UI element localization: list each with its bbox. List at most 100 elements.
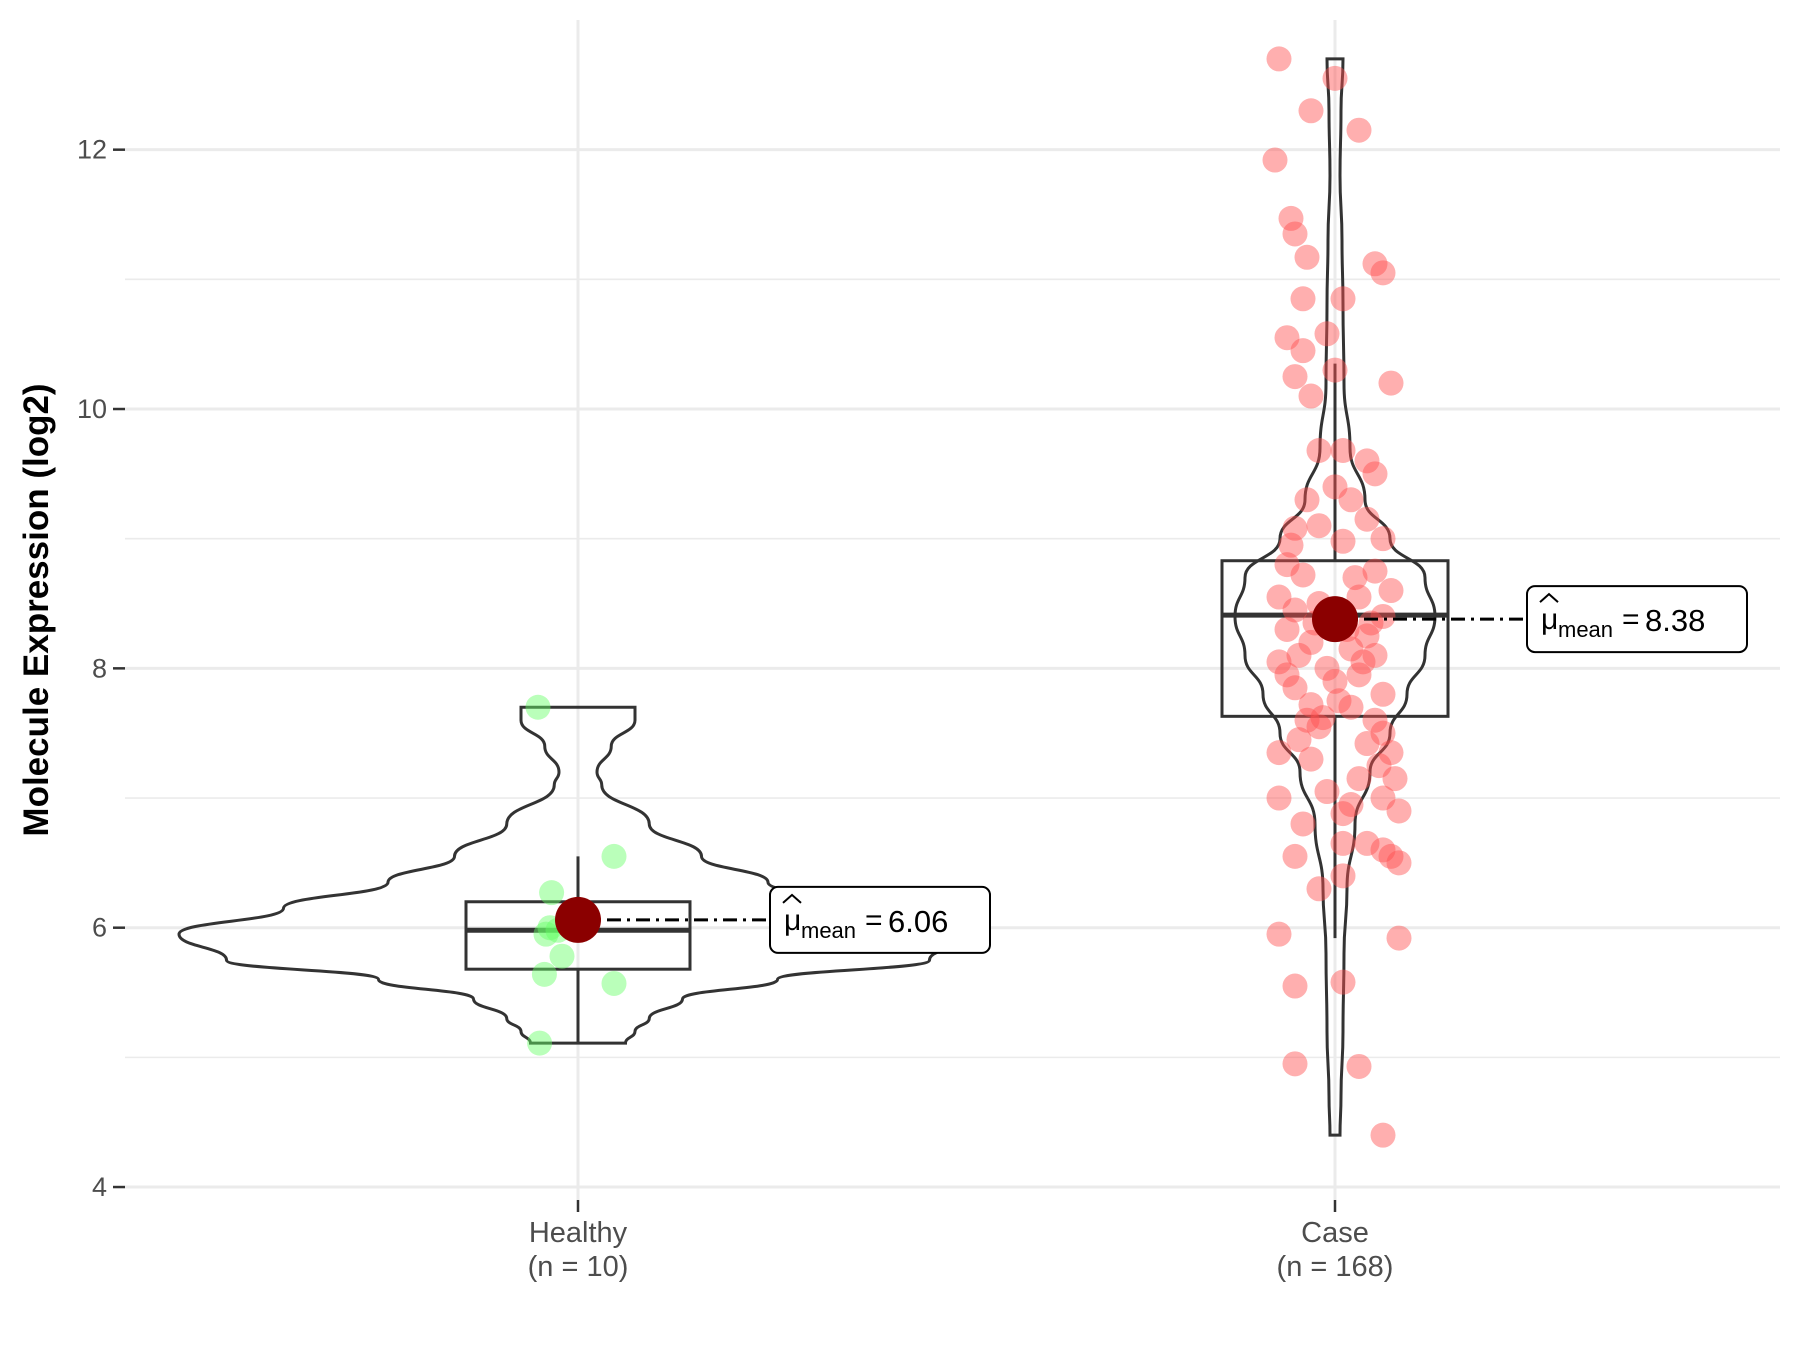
mean-point (555, 896, 601, 943)
data-point (1362, 558, 1388, 584)
mean-point (1312, 596, 1358, 643)
data-point (1266, 921, 1292, 947)
y-tick-label: 6 (92, 913, 107, 943)
data-point (1350, 649, 1376, 675)
data-point (1382, 766, 1408, 792)
data-point (1338, 487, 1364, 513)
data-point (549, 943, 575, 969)
data-point (1322, 474, 1348, 500)
mean-subscript: mean (801, 918, 856, 943)
data-point (1306, 438, 1332, 464)
data-point (1354, 623, 1380, 649)
data-point (1282, 675, 1308, 701)
data-point (1282, 597, 1308, 623)
data-point (1282, 843, 1308, 869)
data-point (527, 1030, 553, 1056)
data-point (1346, 1053, 1372, 1079)
data-point (1330, 969, 1356, 995)
data-point (1330, 286, 1356, 312)
y-axis: 4 6 8 10 12 (77, 135, 125, 1202)
x-category-count: (n = 168) (1277, 1251, 1394, 1283)
data-point (1338, 792, 1364, 818)
mean-hat-icon (782, 893, 802, 904)
data-point (1346, 117, 1372, 143)
data-point (1266, 584, 1292, 610)
y-tick-label: 4 (92, 1172, 107, 1202)
data-point (601, 970, 627, 996)
data-point (1354, 448, 1380, 474)
data-point (1278, 205, 1304, 231)
x-category-label: Healthy (529, 1217, 628, 1249)
data-point (1366, 753, 1392, 779)
mean-value: 6.06 (888, 904, 948, 939)
data-point (1370, 1122, 1396, 1148)
data-point (1298, 98, 1324, 124)
data-point (1362, 461, 1388, 487)
data-point (539, 880, 565, 906)
y-axis-title: Molecule Expression (log2) (17, 383, 56, 836)
data-point (1358, 610, 1384, 636)
mean-value: 8.38 (1645, 603, 1705, 638)
data-point (1306, 513, 1332, 539)
data-point (1282, 364, 1308, 390)
data-point (1298, 629, 1324, 655)
data-point (1322, 357, 1348, 383)
data-point (1314, 321, 1340, 347)
x-category-label: Case (1301, 1217, 1369, 1249)
data-point (1338, 694, 1364, 720)
data-point (1314, 779, 1340, 805)
mean-equals: = (1622, 603, 1640, 636)
data-point (1282, 515, 1308, 541)
mean-equals: = (865, 904, 883, 937)
data-point (1354, 731, 1380, 757)
data-point (525, 694, 551, 720)
data-point (1290, 811, 1316, 837)
data-point (1386, 798, 1412, 824)
data-point (1330, 863, 1356, 889)
data-point (1338, 636, 1364, 662)
violin-healthy (177, 705, 979, 1045)
data-point (1282, 221, 1308, 247)
data-point (1330, 528, 1356, 554)
x-axis: Healthy(n = 10) Case(n = 168) (528, 1200, 1394, 1283)
data-point (1262, 147, 1288, 173)
y-tick-label: 12 (77, 135, 107, 165)
data-point (1386, 850, 1412, 876)
data-point (533, 921, 559, 947)
data-point (1370, 785, 1396, 811)
data-point (1378, 843, 1404, 869)
data-point (1306, 876, 1332, 902)
data-point (1370, 260, 1396, 286)
data-point (1290, 562, 1316, 588)
y-tick-label: 10 (77, 394, 107, 424)
data-point (1342, 565, 1368, 591)
data-point (1310, 705, 1336, 731)
data-point (1322, 65, 1348, 91)
x-category-count: (n = 10) (528, 1251, 629, 1283)
violins (177, 57, 1437, 1137)
data-point (1286, 727, 1312, 753)
data-point (1378, 578, 1404, 604)
mean-subscript: mean (1558, 617, 1613, 642)
data-point (1266, 649, 1292, 675)
data-point (1346, 584, 1372, 610)
mean-annotations: μ mean = 6.06μ mean = 8.38 (555, 585, 1748, 954)
data-point (1330, 801, 1356, 827)
data-point (1306, 714, 1332, 740)
data-point (1266, 785, 1292, 811)
data-point (1362, 251, 1388, 277)
data-point (1294, 707, 1320, 733)
data-point (1322, 668, 1348, 694)
data-point (1282, 973, 1308, 999)
data-point (1274, 616, 1300, 642)
data-point (1354, 830, 1380, 856)
data-point (1346, 766, 1372, 792)
data-point (1326, 688, 1352, 714)
data-point (1290, 286, 1316, 312)
data-point (1294, 244, 1320, 270)
data-point (531, 961, 557, 987)
data-point (1294, 487, 1320, 513)
data-point (1330, 438, 1356, 464)
data-point (1274, 662, 1300, 688)
